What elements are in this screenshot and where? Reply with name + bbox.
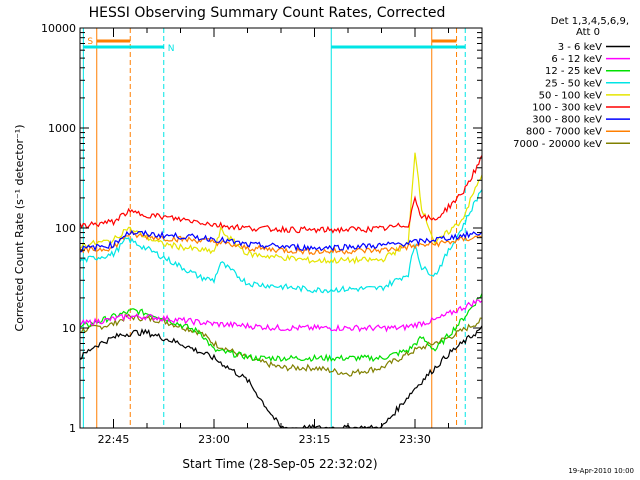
axes: 1 10 100 1000 10000 22:45 23:00 23:15 23:30 [41,22,483,446]
series-line-6-12-kev [80,299,482,333]
y-tick-label: 1000 [48,122,76,135]
legend-label: 7000 - 20000 keV [513,139,602,150]
legend-label: 12 - 25 keV [545,66,602,77]
x-tick-label: 22:45 [98,433,130,446]
flag-label-s: S [87,37,93,47]
legend-label: 50 - 100 keV [539,90,603,101]
y-tick-label: 10 [62,322,76,335]
series-line-100-300-kev [80,154,482,234]
x-axis-label: Start Time (28-Sep-05 22:32:02) [182,457,377,471]
legend-header-line2: Att 0 [576,27,600,38]
series-line-300-800-kev [80,229,482,253]
flag-markers: SN [82,28,466,428]
flag-label-n: N [168,44,175,54]
legend-label: 25 - 50 keV [545,78,602,89]
legend-label: 6 - 12 keV [551,54,602,65]
legend-header-line1: Det 1,3,4,5,6,9, [551,16,629,27]
legend-label: 300 - 800 keV [532,115,602,126]
legend-label: 800 - 7000 keV [526,127,602,138]
series-line-25-50-kev [80,188,482,294]
y-axis-label: Corrected Count Rate (s⁻¹ detector⁻¹) [13,125,26,332]
date-stamp: 19-Apr-2010 10:00 [568,467,634,475]
legend-label: 3 - 6 keV [558,42,602,53]
x-tick-label: 23:15 [299,433,331,446]
series-line-12-25-kev [80,292,482,363]
legend-label: 100 - 300 keV [532,103,602,114]
y-tick-label: 1 [69,422,76,435]
series-group [80,152,482,428]
y-tick-label: 10000 [41,22,76,35]
series-line-800-7000-kev [80,231,482,255]
x-tick-label: 23:30 [399,433,431,446]
chart-title: HESSI Observing Summary Count Rates, Cor… [89,5,446,21]
series-line-3-6-kev [80,325,482,428]
y-tick-label: 100 [55,222,76,235]
x-tick-label: 23:00 [198,433,230,446]
series-line-7000-20000-kev [80,313,482,377]
